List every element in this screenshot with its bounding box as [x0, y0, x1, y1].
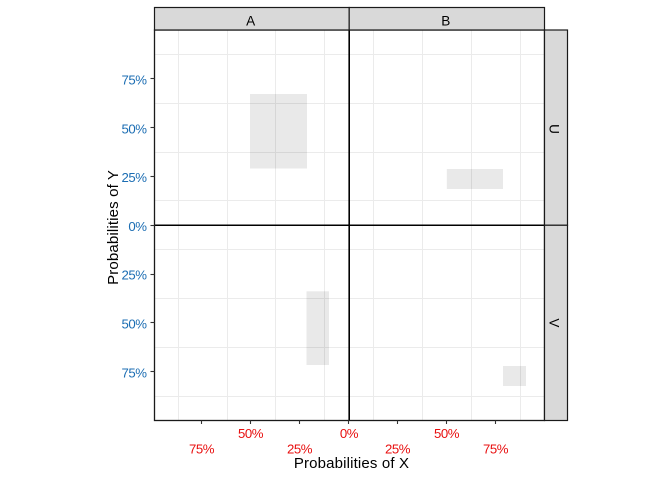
svg-text:Probabilities of Y: Probabilities of Y	[105, 170, 122, 285]
svg-text:75%: 75%	[189, 442, 215, 457]
svg-text:0%: 0%	[340, 426, 359, 441]
svg-text:U: U	[546, 124, 561, 134]
svg-text:B: B	[441, 14, 450, 29]
svg-text:Probabilities of X: Probabilities of X	[294, 455, 409, 472]
svg-text:V: V	[546, 318, 561, 327]
svg-text:0%: 0%	[128, 219, 147, 234]
svg-text:50%: 50%	[434, 426, 460, 441]
svg-text:75%: 75%	[121, 73, 147, 88]
svg-text:50%: 50%	[121, 121, 147, 136]
svg-text:75%: 75%	[483, 442, 509, 457]
svg-text:25%: 25%	[121, 170, 147, 185]
svg-text:25%: 25%	[385, 442, 411, 457]
svg-text:50%: 50%	[238, 426, 264, 441]
svg-text:75%: 75%	[121, 365, 147, 380]
svg-text:A: A	[246, 14, 256, 29]
svg-text:25%: 25%	[121, 268, 147, 283]
svg-text:25%: 25%	[287, 442, 313, 457]
svg-text:50%: 50%	[121, 317, 147, 332]
